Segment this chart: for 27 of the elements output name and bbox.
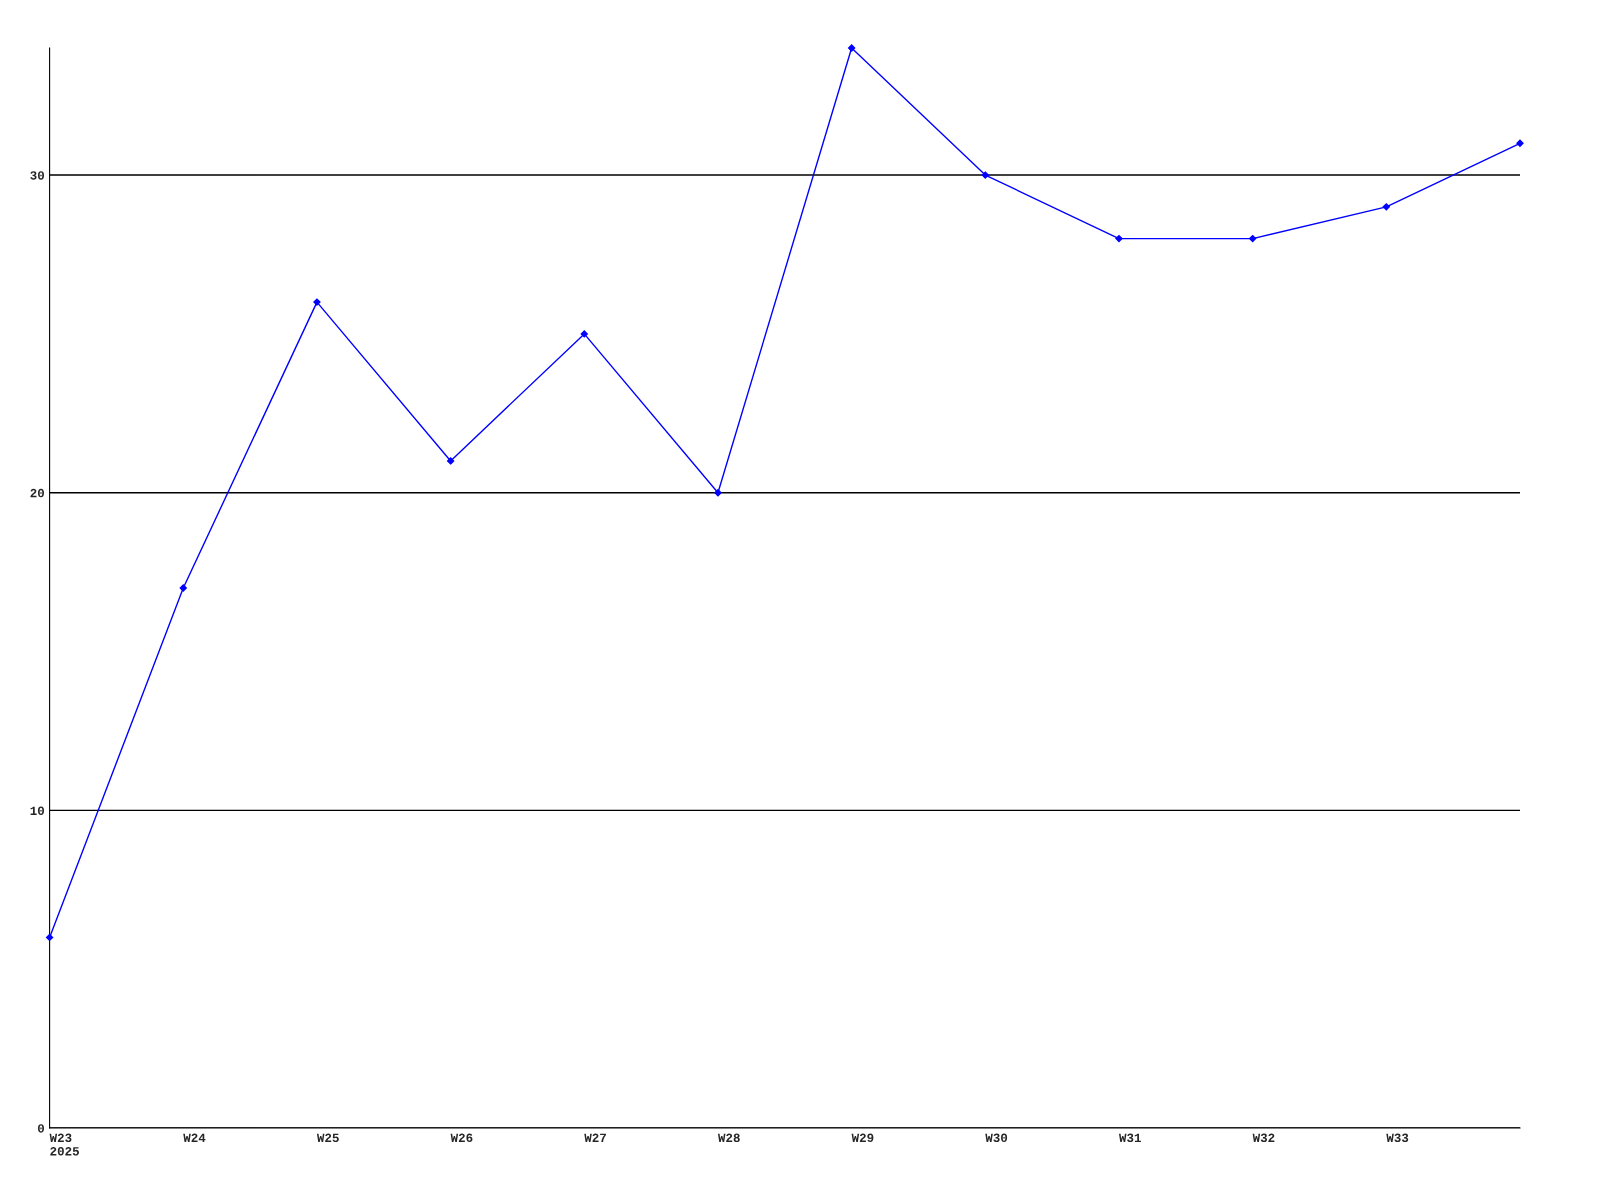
point xyxy=(847,44,856,52)
x-tick-label: W33 xyxy=(1386,1133,1409,1143)
x-tick-label: W24 xyxy=(183,1133,206,1142)
x-tick-label: W23 2025 xyxy=(49,1133,79,1156)
point xyxy=(1115,234,1123,243)
point xyxy=(1249,234,1257,243)
point xyxy=(179,584,187,592)
x-tick-label: W25 xyxy=(316,1133,339,1143)
point xyxy=(313,298,321,306)
point xyxy=(1382,203,1390,211)
point xyxy=(714,489,722,497)
y-tick-label: 20 xyxy=(30,488,45,498)
x-tick-label: W31 xyxy=(1118,1133,1141,1143)
point xyxy=(580,330,588,338)
x-tick-label: W27 xyxy=(584,1133,606,1142)
x-tick-label: W30 xyxy=(985,1133,1008,1143)
x-tick-label: W29 xyxy=(851,1133,874,1143)
y-tick-label: 0 xyxy=(37,1124,45,1133)
x-tick-label: W32 xyxy=(1252,1133,1275,1143)
y-tick-label: 30 xyxy=(30,171,45,180)
y-tick-label: 10 xyxy=(30,806,45,816)
point xyxy=(45,933,54,942)
point xyxy=(446,457,455,465)
x-tick-label: W26 xyxy=(450,1133,473,1143)
point xyxy=(1516,139,1524,147)
point xyxy=(981,171,989,179)
x-tick-label: W28 xyxy=(717,1133,740,1143)
